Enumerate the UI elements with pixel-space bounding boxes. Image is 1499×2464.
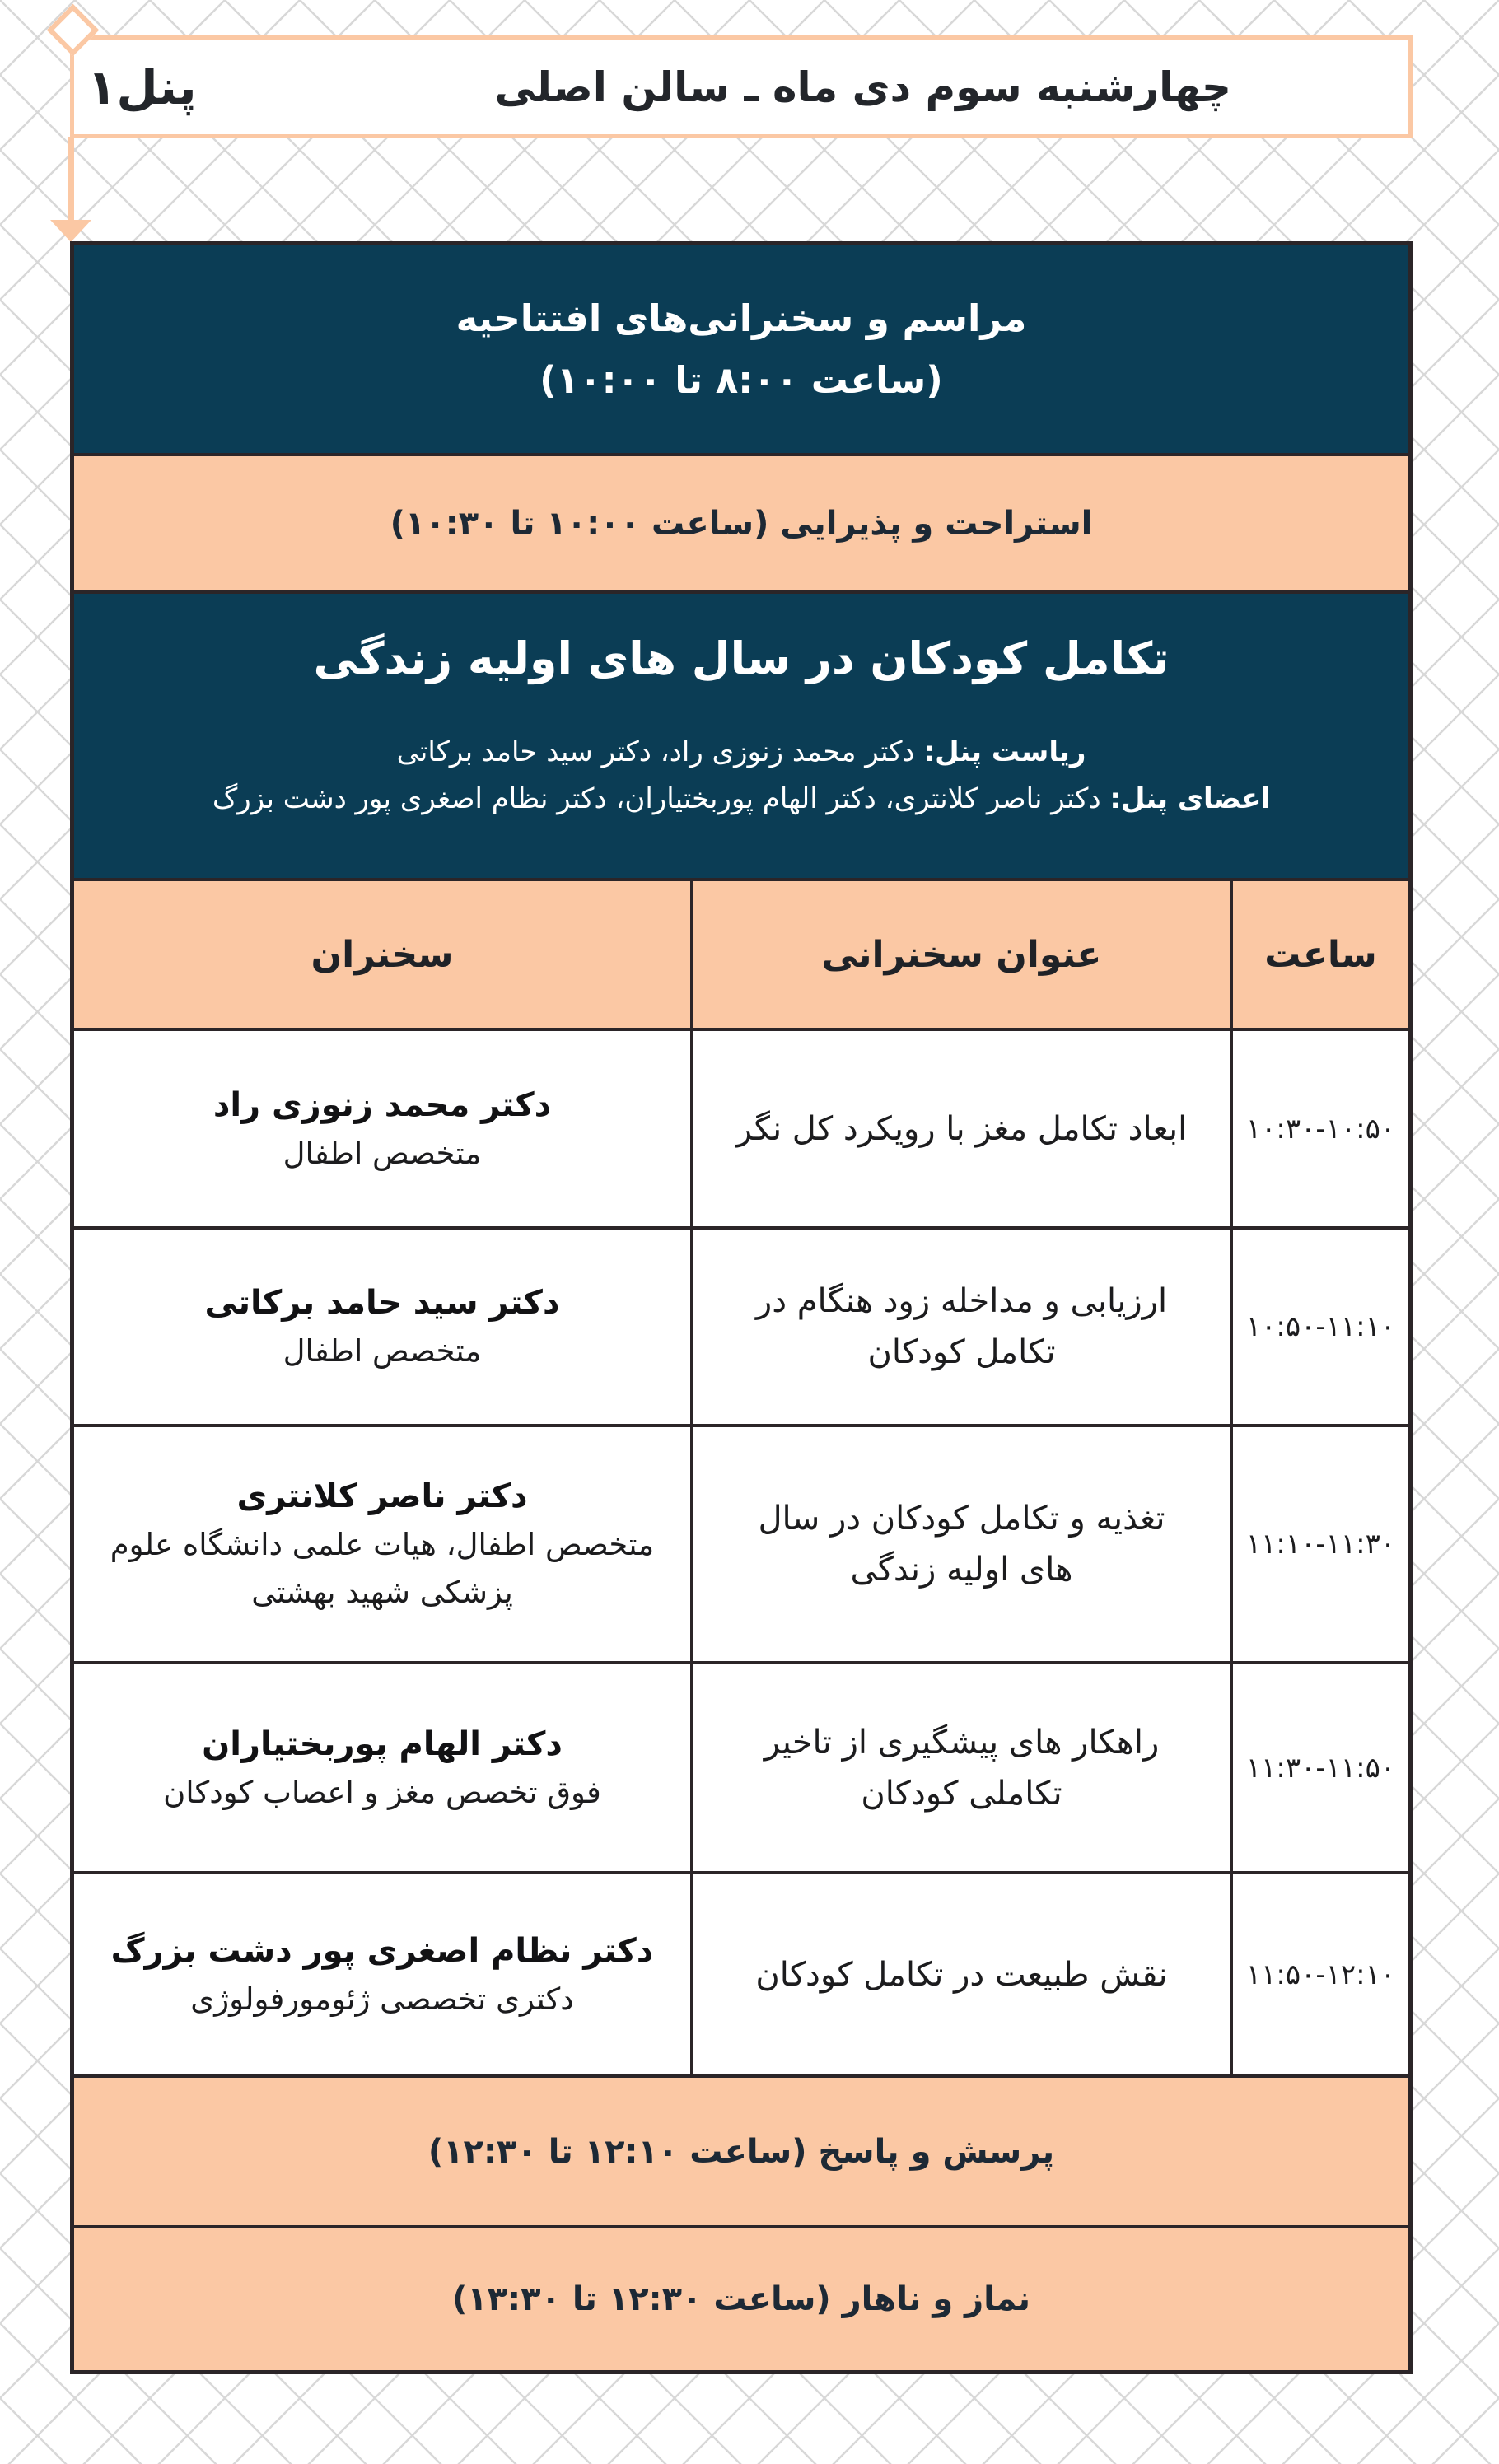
table-cell-talk: تغذیه و تکامل کودکان در سال های اولیه زن… xyxy=(690,1424,1230,1661)
speaker-name: دکتر سید حامد برکاتی xyxy=(204,1284,560,1322)
qa-section: پرسش و پاسخ (ساعت ۱۲:۱۰ تا ۱۲:۳۰) xyxy=(74,2074,1408,2225)
speaker-description: متخصص اطفال، هیات علمی دانشگاه علوم پزشک… xyxy=(110,1527,655,1610)
opening-title: مراسم و سخنرانی‌های افتتاحیه xyxy=(455,296,1027,340)
speaker-description: دکتری تخصصی ژئومورفولوژی xyxy=(190,1981,574,2017)
panel-number-label: پنل۱ xyxy=(87,58,197,115)
table-cell-time: ۱۰:۳۰-۱۰:۵۰ xyxy=(1230,1028,1408,1226)
talks-table: ساعت عنوان سخنرانی سخنران ۱۰:۳۰-۱۰:۵۰ اب… xyxy=(74,878,1408,2074)
column-header-time: ساعت xyxy=(1230,878,1408,1028)
speaker-description: متخصص اطفال xyxy=(283,1333,482,1369)
down-arrow-icon xyxy=(50,220,91,242)
speaker-name: دکتر نظام اصغری پور دشت بزرگ xyxy=(110,1931,654,1970)
panel-chairs-label: ریاست پنل: xyxy=(923,735,1086,768)
talk-title: راهکار های پیشگیری از تاخیر تکاملی کودکا… xyxy=(764,1723,1160,1813)
table-cell-talk: راهکار های پیشگیری از تاخیر تکاملی کودکا… xyxy=(690,1661,1230,1871)
time-range: ۱۰:۳۰-۱۰:۵۰ xyxy=(1245,1112,1396,1146)
table-cell-time: ۱۰:۵۰-۱۱:۱۰ xyxy=(1230,1226,1408,1424)
day-banner-title: چهارشنبه سوم دی ماه ـ سالن اصلی xyxy=(494,63,1231,111)
speaker-description: متخصص اطفال xyxy=(283,1135,482,1171)
speaker-name: دکتر ناصر کلانتری xyxy=(236,1477,528,1515)
talk-title: نقش طبیعت در تکامل کودکان xyxy=(755,1955,1168,1994)
speaker-description: فوق تخصص مغز و اعصاب کودکان xyxy=(163,1774,601,1810)
time-range: ۱۱:۵۰-۱۲:۱۰ xyxy=(1245,1958,1396,1991)
table-cell-talk: ابعاد تکامل مغز با رویکرد کل نگر xyxy=(690,1028,1230,1226)
schedule-stack: مراسم و سخنرانی‌های افتتاحیه (ساعت ۸:۰۰ … xyxy=(70,241,1413,2374)
panel-chairs-names: دکتر محمد زنوزی راد، دکتر سید حامد برکات… xyxy=(396,735,915,768)
table-cell-speaker: دکتر الهام پوربختیاران فوق تخصص مغز و اع… xyxy=(74,1661,690,1871)
table-cell-speaker: دکتر محمد زنوزی راد متخصص اطفال xyxy=(74,1028,690,1226)
break-text: استراحت و پذیرایی (ساعت ۱۰:۰۰ تا ۱۰:۳۰) xyxy=(390,504,1093,543)
time-range: ۱۱:۱۰-۱۱:۳۰ xyxy=(1245,1528,1396,1561)
talk-title: ابعاد تکامل مغز با رویکرد کل نگر xyxy=(735,1109,1188,1148)
qa-text: پرسش و پاسخ (ساعت ۱۲:۱۰ تا ۱۲:۳۰) xyxy=(427,2132,1055,2171)
time-range: ۱۰:۵۰-۱۱:۱۰ xyxy=(1245,1310,1396,1343)
table-cell-time: ۱۱:۵۰-۱۲:۱۰ xyxy=(1230,1871,1408,2074)
lunch-section: نماز و ناهار (ساعت ۱۲:۳۰ تا ۱۳:۳۰) xyxy=(74,2225,1408,2370)
panel-members-names: دکتر ناصر کلانتری، دکتر الهام پوربختیارا… xyxy=(212,782,1101,815)
day-banner: چهارشنبه سوم دی ماه ـ سالن اصلی پنل۱ xyxy=(70,35,1413,138)
table-cell-talk: نقش طبیعت در تکامل کودکان xyxy=(690,1871,1230,2074)
speaker-name: دکتر محمد زنوزی راد xyxy=(212,1085,552,1124)
talk-title: تغذیه و تکامل کودکان در سال های اولیه زن… xyxy=(758,1500,1165,1589)
break-section: استراحت و پذیرایی (ساعت ۱۰:۰۰ تا ۱۰:۳۰) xyxy=(74,453,1408,590)
time-range: ۱۱:۳۰-۱۱:۵۰ xyxy=(1245,1751,1396,1785)
panel-chairs-line: ریاست پنل: دکتر محمد زنوزی راد، دکتر سید… xyxy=(397,729,1086,776)
column-header-talk-title: عنوان سخنرانی xyxy=(690,878,1230,1028)
talk-title: ارزیابی و مداخله زود هنگام در تکامل کودک… xyxy=(755,1282,1168,1371)
opening-time: (ساعت ۸:۰۰ تا ۱۰:۰۰) xyxy=(539,358,943,402)
speaker-name: دکتر الهام پوربختیاران xyxy=(202,1724,563,1763)
table-cell-speaker: دکتر نظام اصغری پور دشت بزرگ دکتری تخصصی… xyxy=(74,1871,690,2074)
column-header-speaker: سخنران xyxy=(74,878,690,1028)
table-cell-speaker: دکتر سید حامد برکاتی متخصص اطفال xyxy=(74,1226,690,1424)
connector-arrow-stem xyxy=(68,137,74,222)
lunch-text: نماز و ناهار (ساعت ۱۲:۳۰ تا ۱۳:۳۰) xyxy=(451,2280,1031,2318)
panel-info-section: تکامل کودکان در سال های اولیه زندگی ریاس… xyxy=(74,590,1408,878)
table-cell-speaker: دکتر ناصر کلانتری متخصص اطفال، هیات علمی… xyxy=(74,1424,690,1661)
table-cell-time: ۱۱:۳۰-۱۱:۵۰ xyxy=(1230,1661,1408,1871)
opening-ceremony-section: مراسم و سخنرانی‌های افتتاحیه (ساعت ۸:۰۰ … xyxy=(74,245,1408,453)
table-cell-talk: ارزیابی و مداخله زود هنگام در تکامل کودک… xyxy=(690,1226,1230,1424)
panel-members-line: اعضای پنل: دکتر ناصر کلانتری، دکتر الهام… xyxy=(212,776,1270,823)
table-cell-time: ۱۱:۱۰-۱۱:۳۰ xyxy=(1230,1424,1408,1661)
panel-title: تکامل کودکان در سال های اولیه زندگی xyxy=(313,632,1170,684)
panel-members-label: اعضای پنل: xyxy=(1109,782,1271,815)
